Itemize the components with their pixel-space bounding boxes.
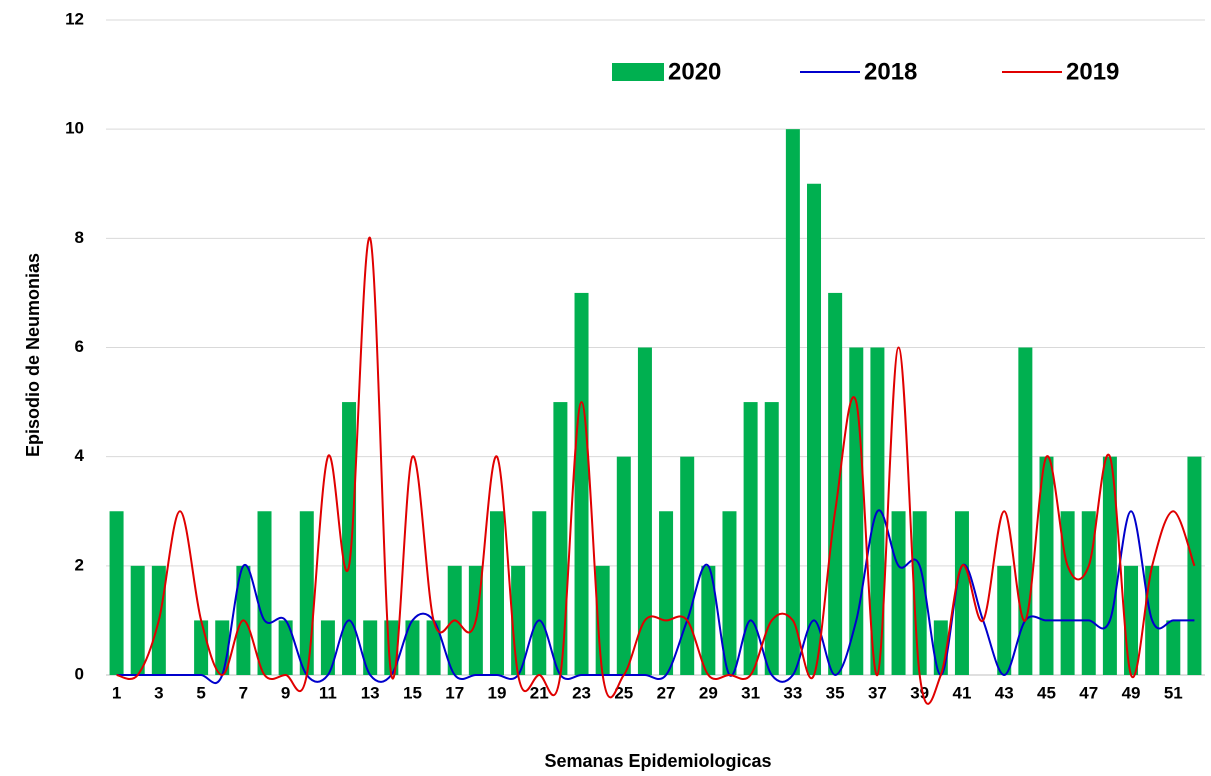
bar bbox=[743, 402, 758, 675]
bar bbox=[807, 183, 822, 675]
x-tick-label: 23 bbox=[572, 683, 591, 702]
y-tick-label: 0 bbox=[75, 664, 84, 683]
bar bbox=[342, 402, 357, 675]
bar bbox=[320, 620, 335, 675]
y-tick-label: 8 bbox=[75, 228, 84, 247]
bar bbox=[405, 620, 420, 675]
x-tick-label: 7 bbox=[239, 683, 248, 702]
bar bbox=[828, 292, 843, 675]
bar bbox=[785, 129, 800, 675]
y-tick-label: 12 bbox=[65, 9, 84, 28]
y-tick-label: 10 bbox=[65, 119, 84, 138]
bar bbox=[257, 511, 272, 675]
legend-label: 2018 bbox=[864, 58, 917, 85]
x-tick-label: 49 bbox=[1122, 683, 1141, 702]
bar bbox=[1124, 565, 1139, 675]
bar bbox=[574, 292, 589, 675]
bar bbox=[109, 511, 124, 675]
x-tick-label: 33 bbox=[783, 683, 802, 702]
bar bbox=[891, 511, 906, 675]
x-tick-label: 43 bbox=[995, 683, 1014, 702]
bar bbox=[616, 456, 631, 675]
y-tick-label: 6 bbox=[75, 337, 84, 356]
legend-label: 2019 bbox=[1066, 58, 1119, 85]
x-tick-label: 29 bbox=[699, 683, 718, 702]
bar bbox=[722, 511, 737, 675]
x-tick-label: 39 bbox=[910, 683, 929, 702]
legend-swatch bbox=[612, 63, 664, 81]
bar bbox=[1018, 347, 1033, 675]
bar bbox=[637, 347, 652, 675]
bar bbox=[659, 511, 674, 675]
x-tick-label: 13 bbox=[361, 683, 380, 702]
bar bbox=[363, 620, 378, 675]
x-tick-label: 17 bbox=[445, 683, 464, 702]
x-tick-label: 1 bbox=[112, 683, 121, 702]
x-tick-label: 35 bbox=[826, 683, 845, 702]
x-tick-label: 45 bbox=[1037, 683, 1056, 702]
bar bbox=[701, 565, 716, 675]
x-tick-label: 47 bbox=[1079, 683, 1098, 702]
line bbox=[116, 236, 1196, 705]
bar bbox=[299, 511, 314, 675]
bar bbox=[532, 511, 547, 675]
bar bbox=[489, 511, 504, 675]
x-tick-label: 9 bbox=[281, 683, 290, 702]
y-axis-title: Episodio de Neumonias bbox=[23, 253, 43, 457]
bar bbox=[1166, 620, 1181, 675]
bar bbox=[194, 620, 209, 675]
x-tick-label: 21 bbox=[530, 683, 549, 702]
y-tick-label: 2 bbox=[75, 555, 84, 574]
x-tick-label: 37 bbox=[868, 683, 887, 702]
line bbox=[116, 509, 1195, 684]
x-tick-label: 41 bbox=[952, 683, 971, 702]
bar bbox=[954, 511, 969, 675]
bar bbox=[764, 402, 779, 675]
bar bbox=[130, 565, 145, 675]
x-tick-label: 25 bbox=[614, 683, 633, 702]
x-tick-label: 15 bbox=[403, 683, 422, 702]
bar bbox=[553, 402, 568, 675]
x-tick-label: 27 bbox=[657, 683, 676, 702]
bar bbox=[1102, 456, 1117, 675]
x-tick-label: 11 bbox=[319, 683, 337, 702]
bar bbox=[680, 456, 695, 675]
x-tick-label: 19 bbox=[488, 683, 507, 702]
x-tick-label: 31 bbox=[741, 683, 760, 702]
x-tick-label: 5 bbox=[196, 683, 205, 702]
bar bbox=[849, 347, 864, 675]
y-tick-label: 4 bbox=[75, 446, 85, 465]
x-tick-label: 51 bbox=[1164, 683, 1183, 702]
bar bbox=[997, 565, 1012, 675]
x-tick-label: 3 bbox=[154, 683, 163, 702]
bar bbox=[278, 620, 293, 675]
bar bbox=[426, 620, 441, 675]
legend-label: 2020 bbox=[668, 58, 721, 85]
x-axis-title: Semanas Epidemiologicas bbox=[544, 751, 771, 771]
